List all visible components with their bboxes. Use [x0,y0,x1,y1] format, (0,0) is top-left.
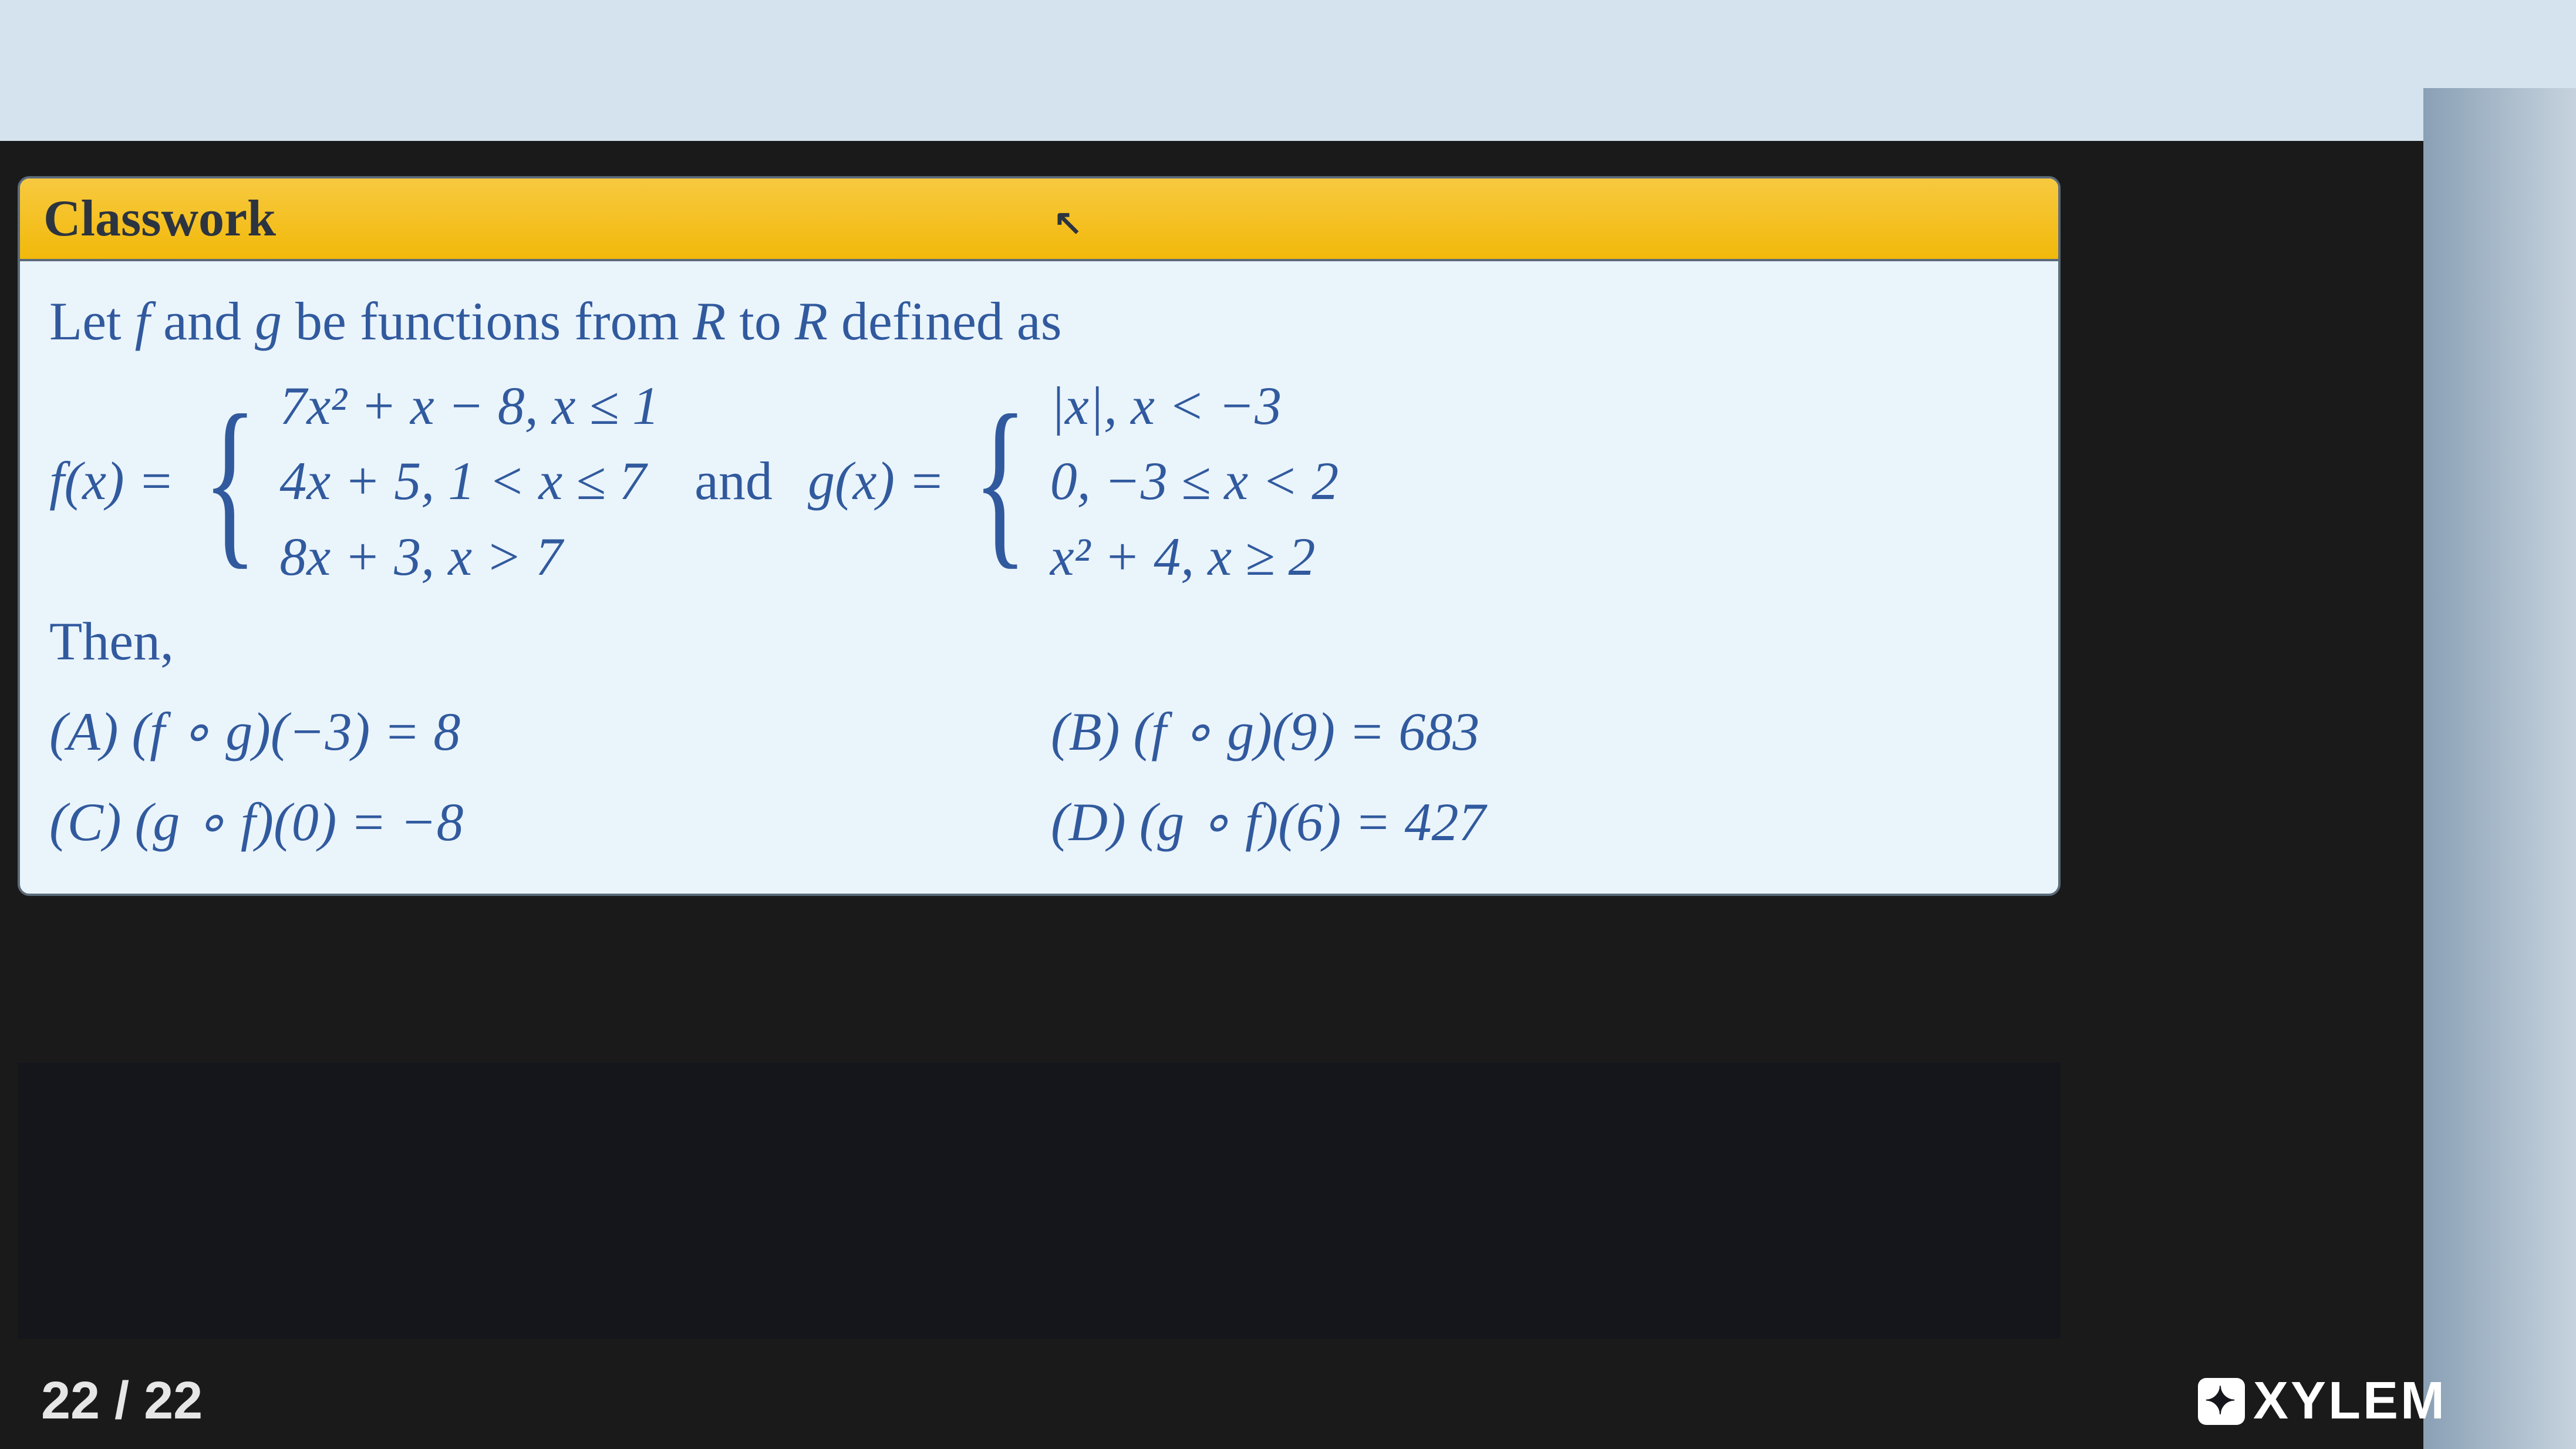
answer-options: (A) (f ∘ g)(−3) = 8 (B) (f ∘ g)(9) = 683… [49,695,2029,858]
intro-suffix: defined as [828,291,1062,351]
intro-g: g [255,291,282,351]
slide-title-bar: Classwork ↖ [20,178,2058,261]
brand-logo: ✦ XYLEM [2198,1371,2447,1431]
g-label: g(x) = [808,444,945,517]
f-label: f(x) = [49,444,174,517]
f-case-1: 7x² + x − 8, x ≤ 1 [279,369,659,442]
intro-f: f [135,291,150,351]
intro-mid1: and [150,291,255,351]
intro-mid3: to [726,291,795,351]
viewer-top-bar [0,0,2576,141]
option-c: (C) (g ∘ f)(0) = −8 [49,786,1027,858]
slide-footer [18,1063,2061,1339]
intro-mid2: be functions from [282,291,693,351]
g-definition: g(x) = { |x|, x < −3 0, −3 ≤ x < 2 x² + … [808,369,1338,593]
option-a: (A) (f ∘ g)(−3) = 8 [49,695,1027,768]
g-cases: |x|, x < −3 0, −3 ≤ x < 2 x² + 4, x ≥ 2 [1050,369,1339,593]
option-d: (D) (g ∘ f)(6) = 427 [1051,786,2029,858]
brace-icon: { [203,406,257,556]
intro-r2: R [795,291,828,351]
then-label: Then, [49,605,2029,678]
brace-icon: { [973,406,1027,556]
viewer-right-edge [2423,88,2576,1449]
page-number: 22 / 22 [41,1371,203,1431]
cursor-icon: ↖ [1053,202,1083,243]
f-case-2: 4x + 5, 1 < x ≤ 7 [279,444,659,517]
logo-badge-icon: ✦ [2198,1378,2245,1425]
f-cases: 7x² + x − 8, x ≤ 1 4x + 5, 1 < x ≤ 7 8x … [279,369,659,593]
slide-card: Classwork ↖ Let f and g be functions fro… [18,176,2061,896]
intro-r1: R [693,291,726,351]
g-case-1: |x|, x < −3 [1050,369,1339,442]
g-case-2: 0, −3 ≤ x < 2 [1050,444,1339,517]
option-b: (B) (f ∘ g)(9) = 683 [1051,695,2029,768]
function-definitions: f(x) = { 7x² + x − 8, x ≤ 1 4x + 5, 1 < … [49,369,2029,593]
intro-line: Let f and g be functions from R to R def… [49,285,2029,358]
f-definition: f(x) = { 7x² + x − 8, x ≤ 1 4x + 5, 1 < … [49,369,659,593]
and-word: and [694,444,773,517]
g-case-3: x² + 4, x ≥ 2 [1050,520,1339,593]
logo-text: XYLEM [2253,1371,2447,1431]
slide-title: Classwork [43,190,276,247]
intro-prefix: Let [49,291,135,351]
slide-content: Let f and g be functions from R to R def… [20,261,2058,894]
f-case-3: 8x + 3, x > 7 [279,520,659,593]
